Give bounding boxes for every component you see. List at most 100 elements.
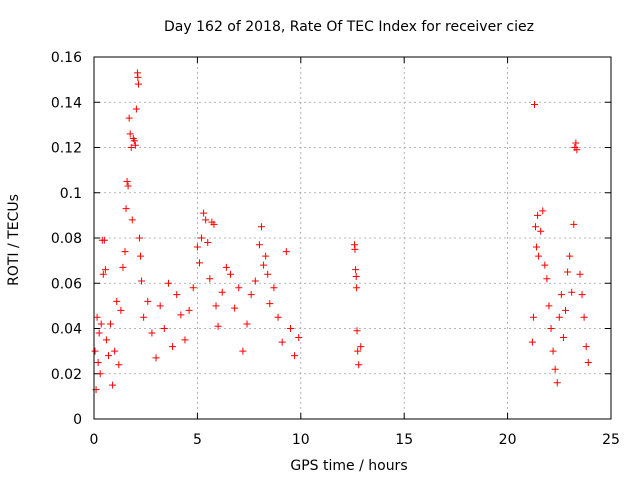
data-point bbox=[177, 311, 185, 319]
y-axis-label: ROTI / TECUs bbox=[6, 194, 22, 286]
data-point bbox=[94, 358, 102, 366]
data-point bbox=[127, 144, 135, 151]
data-point bbox=[270, 284, 278, 292]
data-point bbox=[189, 284, 197, 292]
y-tick-label: 0.12 bbox=[51, 141, 82, 157]
data-point bbox=[351, 245, 359, 253]
data-point bbox=[113, 297, 121, 305]
data-point bbox=[115, 361, 123, 369]
data-point bbox=[198, 234, 206, 242]
data-point bbox=[262, 252, 270, 260]
data-point bbox=[541, 261, 549, 269]
data-point bbox=[529, 313, 537, 321]
data-point bbox=[210, 220, 218, 228]
data-point bbox=[553, 379, 561, 387]
x-tick-label: 20 bbox=[499, 432, 517, 448]
data-point bbox=[559, 334, 567, 342]
data-point bbox=[266, 300, 274, 308]
data-point bbox=[231, 304, 239, 312]
data-point bbox=[352, 272, 360, 280]
chart-title: Day 162 of 2018, Rate Of TEC Index for r… bbox=[164, 19, 534, 35]
plot-frame bbox=[93, 56, 612, 420]
data-point bbox=[584, 358, 592, 366]
data-point bbox=[570, 220, 578, 228]
data-point bbox=[222, 263, 230, 271]
data-point bbox=[286, 325, 294, 332]
data-point bbox=[128, 216, 136, 224]
data-point bbox=[226, 270, 234, 278]
data-point bbox=[274, 313, 282, 321]
data-point bbox=[164, 279, 172, 287]
data-point bbox=[138, 277, 146, 285]
data-point bbox=[532, 223, 540, 231]
x-axis-label: GPS time / hours bbox=[290, 458, 407, 474]
data-point bbox=[282, 248, 290, 256]
data-point bbox=[235, 284, 243, 292]
data-point bbox=[119, 263, 127, 271]
x-tick-label: 0 bbox=[90, 432, 99, 448]
data-point bbox=[102, 336, 110, 344]
data-point bbox=[562, 306, 570, 314]
data-point bbox=[123, 177, 131, 185]
y-tick-label: 0.14 bbox=[51, 95, 82, 111]
data-point bbox=[549, 347, 557, 355]
data-point bbox=[97, 320, 105, 328]
data-point bbox=[109, 381, 117, 389]
y-tick-label: 0.04 bbox=[51, 322, 82, 338]
data-point bbox=[101, 266, 109, 274]
data-point bbox=[130, 137, 138, 145]
data-point bbox=[124, 182, 132, 190]
data-point bbox=[353, 327, 361, 335]
y-tick-label: 0.16 bbox=[51, 50, 82, 66]
data-point bbox=[264, 270, 272, 278]
data-point bbox=[258, 223, 266, 231]
data-point bbox=[243, 320, 251, 328]
data-point bbox=[555, 313, 563, 321]
data-point bbox=[148, 329, 156, 337]
data-point bbox=[218, 288, 226, 296]
data-point bbox=[352, 266, 360, 274]
data-point bbox=[251, 277, 259, 285]
data-point bbox=[543, 275, 551, 283]
data-point bbox=[202, 216, 210, 224]
data-point bbox=[100, 236, 108, 244]
data-points bbox=[91, 69, 592, 394]
data-point bbox=[107, 320, 115, 328]
data-point bbox=[156, 302, 164, 310]
data-point bbox=[152, 354, 160, 362]
data-point bbox=[125, 114, 133, 122]
data-point bbox=[121, 248, 129, 256]
x-tick-label: 25 bbox=[602, 432, 620, 448]
data-point bbox=[557, 291, 565, 299]
data-point bbox=[193, 243, 201, 251]
data-point bbox=[137, 252, 145, 260]
data-point bbox=[568, 288, 576, 296]
data-point bbox=[539, 207, 547, 215]
data-point bbox=[239, 347, 247, 355]
x-tick-label: 10 bbox=[292, 432, 310, 448]
data-point bbox=[195, 259, 203, 267]
data-point bbox=[134, 80, 142, 88]
data-point bbox=[212, 302, 220, 310]
data-point bbox=[530, 101, 538, 109]
data-point bbox=[206, 275, 214, 283]
data-point bbox=[134, 73, 142, 81]
data-point bbox=[117, 306, 125, 314]
data-point bbox=[160, 325, 168, 332]
data-point bbox=[564, 268, 572, 276]
data-point bbox=[104, 352, 112, 360]
data-point bbox=[578, 291, 586, 299]
data-point bbox=[278, 338, 286, 346]
data-point bbox=[140, 313, 148, 321]
data-point bbox=[545, 302, 553, 310]
axis-ticks: 0 5 10 15 20 25 0 0.02 0.04 0.06 0.08 0.1 0.12 0.14 0.… bbox=[51, 50, 620, 448]
data-point bbox=[247, 291, 255, 299]
data-point bbox=[122, 205, 130, 213]
data-point bbox=[185, 306, 193, 314]
data-point bbox=[528, 338, 536, 346]
data-point bbox=[260, 261, 268, 269]
data-point bbox=[357, 343, 365, 351]
data-point bbox=[95, 329, 103, 337]
y-tick-label: 0.1 bbox=[60, 186, 82, 202]
